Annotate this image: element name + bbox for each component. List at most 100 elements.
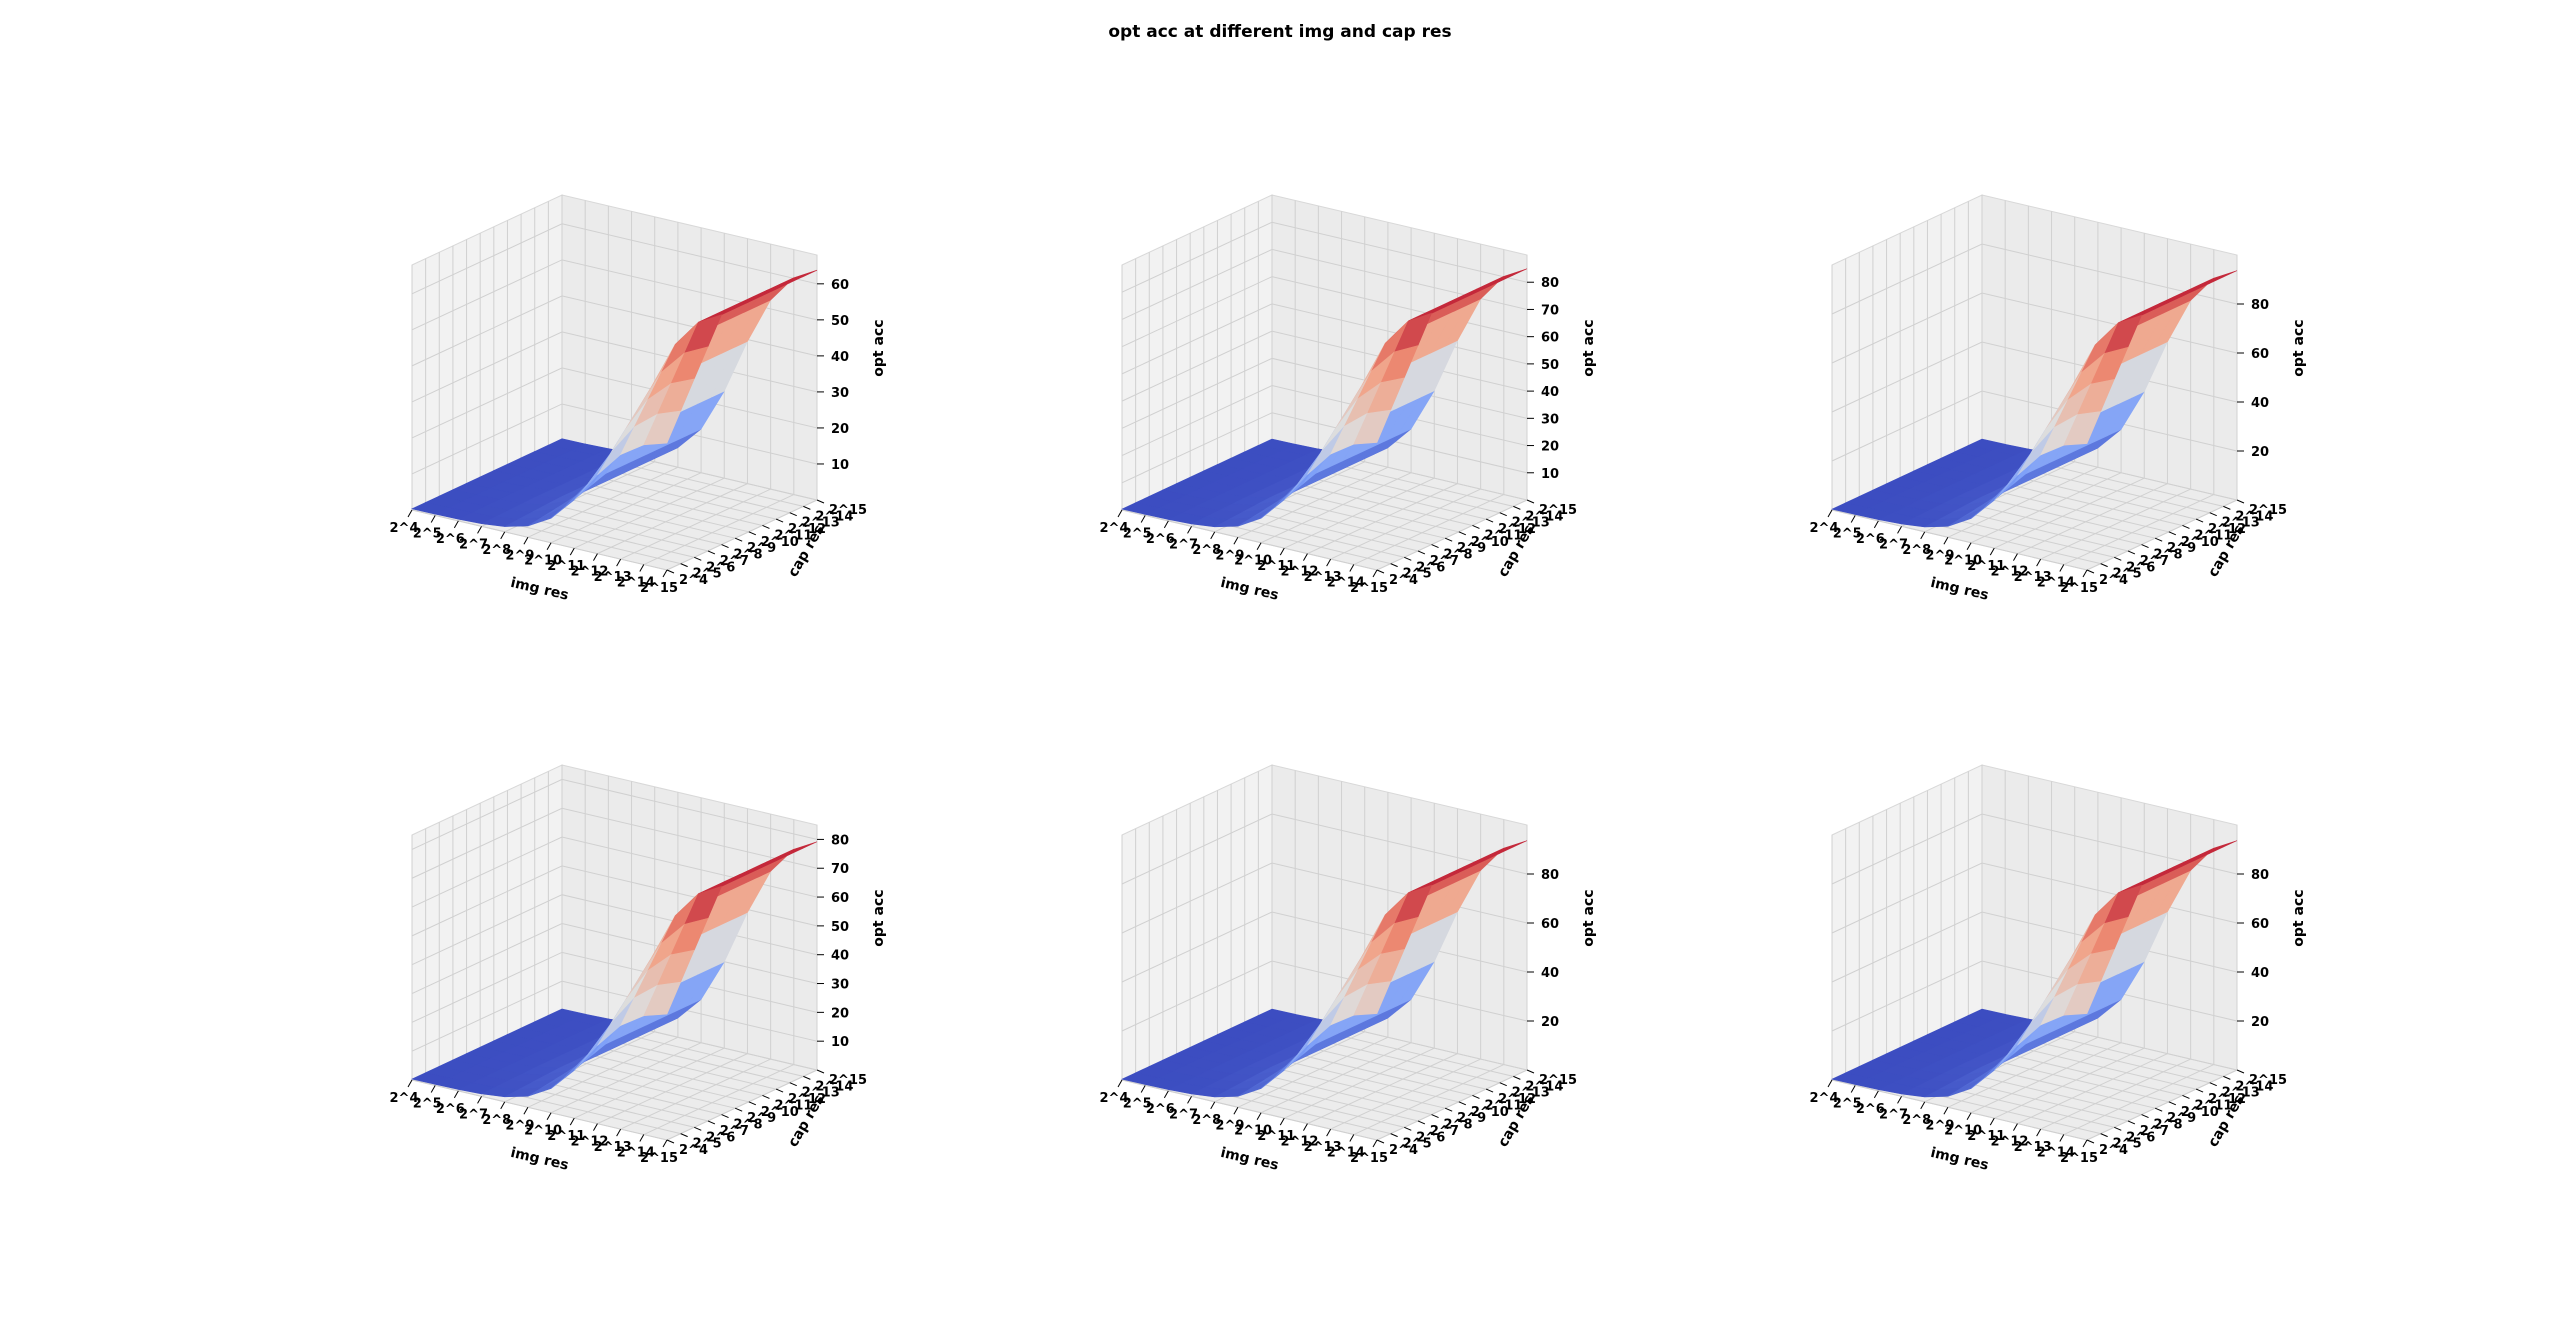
- x-tick-label: 2^15: [640, 581, 678, 596]
- x-axis-ticks: 2^42^52^62^72^82^92^102^112^122^132^142^…: [1810, 509, 2098, 596]
- x-tick-label: 2^10: [1944, 1124, 1982, 1139]
- z-tick-label: 60: [1541, 917, 1559, 932]
- x-tick: [1279, 547, 1285, 556]
- y-tick-label: 2^10: [2181, 535, 2219, 550]
- z-tick-label: 30: [831, 978, 849, 993]
- x-tick-label: 2^8: [1902, 543, 1931, 558]
- y-tick: [1444, 1107, 1453, 1112]
- x-tick: [1920, 1101, 1926, 1110]
- z-tick-label: 40: [831, 350, 849, 365]
- x-tick: [1850, 1085, 1856, 1093]
- y-tick-label: 2^14: [815, 509, 853, 524]
- y-tick-label: 2^14: [815, 1079, 853, 1094]
- x-tick: [639, 1134, 645, 1142]
- y-tick-label: 2^14: [2235, 1079, 2273, 1094]
- x-tick-label: 2^5: [1123, 526, 1152, 541]
- x-tick: [1163, 1090, 1169, 1099]
- y-tick: [2100, 1133, 2108, 1138]
- surface: [1121, 268, 1528, 528]
- y-tick: [2168, 531, 2177, 536]
- z-tick-label: 10: [1541, 467, 1559, 482]
- surface-plot-svg: 2^42^52^62^72^82^92^102^112^122^132^142^…: [1100, 194, 1597, 604]
- x-tick-label: 2^15: [2060, 581, 2098, 596]
- y-tick: [789, 1082, 797, 1087]
- z-tick-label: 20: [831, 422, 849, 437]
- x-tick: [1873, 1090, 1879, 1099]
- y-tick-label: 2^4: [679, 573, 708, 588]
- x-tick: [1279, 1117, 1285, 1126]
- x-tick: [616, 1128, 622, 1137]
- y-tick-label: 2^12: [788, 522, 826, 537]
- z-axis-ticks: 10 20 30 40 50 60 70 80: [1527, 276, 1559, 482]
- x-tick: [1233, 1107, 1239, 1115]
- y-tick-label: 2^12: [2208, 1092, 2246, 1107]
- x-tick: [1827, 509, 1833, 518]
- x-tick-label: 2^9: [1925, 548, 1954, 563]
- x-axis-ticks: 2^42^52^62^72^82^92^102^112^122^132^142^…: [1810, 1079, 2098, 1166]
- x-tick: [546, 1112, 552, 1120]
- x-tick-label: 2^14: [2037, 576, 2075, 591]
- x-axis-label: img res: [1219, 575, 1280, 604]
- surface-plot-svg: 2^42^52^62^72^82^92^102^112^122^132^142^…: [1810, 194, 2307, 604]
- x-tick-label: 2^5: [1123, 1096, 1152, 1111]
- surface-plot-svg: 2^42^52^62^72^82^92^102^112^122^132^142^…: [390, 194, 887, 604]
- y-tick-label: 2^11: [774, 1098, 812, 1113]
- x-tick: [1943, 537, 1949, 545]
- x-tick-label: 2^12: [1280, 565, 1318, 580]
- x-tick-label: 2^13: [594, 1140, 632, 1155]
- y-tick-label: 2^5: [1403, 567, 1432, 582]
- surface: [1831, 840, 2238, 1098]
- x-axis-ticks: 2^42^52^62^72^82^92^102^112^122^132^142^…: [390, 1079, 678, 1166]
- y-tick-label: 2^6: [1416, 1130, 1445, 1145]
- y-tick: [2236, 1069, 2245, 1074]
- y-tick: [1472, 524, 1480, 529]
- x-tick-label: 2^11: [1967, 559, 2005, 574]
- x-tick: [2036, 558, 2042, 567]
- y-tick-label: 2^11: [2194, 528, 2232, 543]
- y-tick: [2209, 512, 2217, 517]
- y-tick: [2154, 537, 2163, 542]
- x-tick-label: 2^11: [1967, 1129, 2005, 1144]
- z-axis-ticks: 10 20 30 40 50 60 70 80: [817, 833, 849, 1050]
- y-tick-label: 2^6: [706, 1130, 735, 1145]
- y-tick: [1390, 1133, 1398, 1138]
- z-tick-label: 40: [831, 949, 849, 964]
- x-tick: [1256, 1112, 1262, 1120]
- y-tick: [721, 1114, 729, 1119]
- x-tick-label: 2^14: [1327, 1146, 1365, 1161]
- y-tick: [2127, 550, 2136, 555]
- z-tick-label: 50: [831, 920, 849, 935]
- y-tick: [2086, 569, 2095, 574]
- x-tick-label: 2^8: [482, 543, 511, 558]
- x-tick-label: 2^12: [570, 1135, 608, 1150]
- x-tick-label: 2^14: [617, 576, 655, 591]
- surface-plot-svg: 2^42^52^62^72^82^92^102^112^122^132^142^…: [1100, 764, 1597, 1174]
- surface-patch: [1353, 981, 1392, 1016]
- y-tick: [707, 1120, 716, 1125]
- y-axis-ticks: 2^42^52^62^72^82^92^102^112^122^132^142^…: [2086, 1069, 2287, 1158]
- y-tick: [775, 1088, 784, 1093]
- y-tick-label: 2^13: [2222, 516, 2260, 531]
- x-tick: [1187, 526, 1192, 534]
- x-tick: [1326, 558, 1332, 567]
- y-tick-label: 2^9: [2167, 541, 2196, 556]
- y-tick: [2195, 1088, 2204, 1093]
- y-tick-label: 2^9: [1457, 1111, 1486, 1126]
- y-tick-label: 2^9: [2167, 1111, 2196, 1126]
- surface-patch: [643, 410, 682, 446]
- y-tick: [2182, 1094, 2190, 1099]
- x-tick: [546, 542, 552, 550]
- y-tick: [1472, 1094, 1480, 1099]
- x-tick-label: 2^4: [1100, 521, 1129, 536]
- y-tick-label: 2^15: [829, 503, 867, 518]
- y-tick: [2141, 544, 2149, 549]
- y-tick: [816, 1069, 825, 1074]
- z-tick-label: 10: [831, 458, 849, 473]
- y-tick-label: 2^12: [2208, 522, 2246, 537]
- x-tick-label: 2^7: [1879, 1107, 1908, 1122]
- y-tick: [734, 537, 743, 542]
- surface-plot-svg: 2^42^52^62^72^82^92^102^112^122^132^142^…: [390, 764, 887, 1174]
- y-tick: [1485, 518, 1494, 523]
- y-tick: [748, 531, 757, 536]
- x-tick: [500, 531, 506, 540]
